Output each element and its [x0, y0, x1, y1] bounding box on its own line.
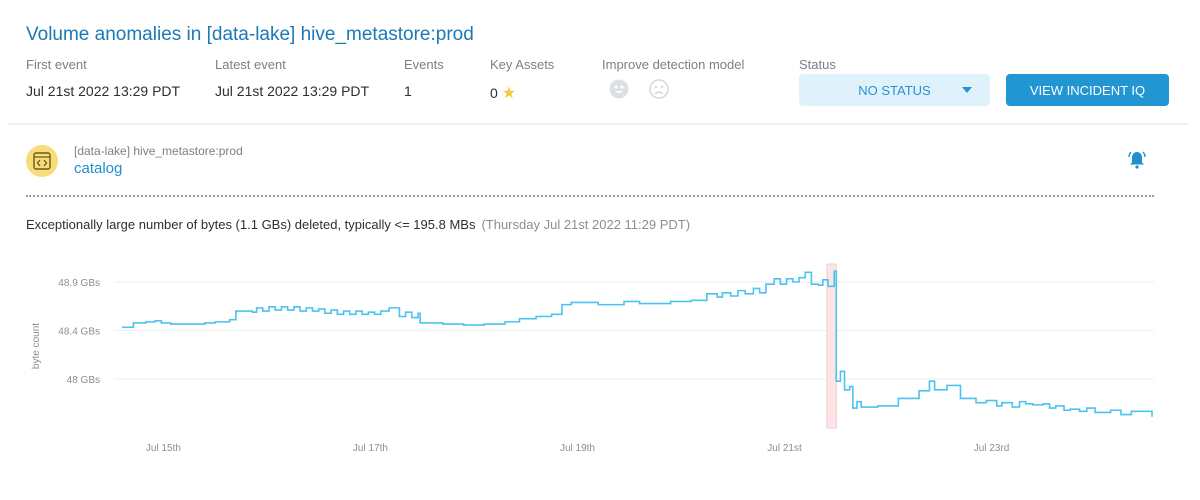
status-value: NO STATUS [858, 82, 931, 98]
sad-face-icon[interactable] [648, 78, 670, 105]
x-tick-label: Jul 17th [353, 443, 388, 454]
series-line [122, 270, 1153, 417]
first-event-value: Jul 21st 2022 13:29 PDT [26, 83, 181, 99]
dotted-divider [26, 195, 1154, 197]
page-title: Volume anomalies in [data-lake] hive_met… [26, 24, 474, 45]
x-tick-label: Jul 19th [560, 443, 595, 454]
y-tick-label: 48 GBs [67, 375, 100, 386]
status-label: Status [799, 57, 836, 72]
x-tick-label: Jul 15th [146, 443, 181, 454]
love-face-icon[interactable] [608, 78, 630, 105]
divider [8, 123, 1188, 125]
anomaly-timestamp: (Thursday Jul 21st 2022 11:29 PDT) [481, 217, 691, 232]
latest-event-label: Latest event [215, 57, 286, 72]
table-code-icon [26, 145, 58, 177]
improve-detection-label: Improve detection model [602, 57, 745, 72]
key-assets-value: 0 [490, 85, 498, 101]
anomaly-description: Exceptionally large number of bytes (1.1… [26, 217, 690, 232]
y-tick-label: 48.9 GBs [58, 278, 100, 289]
x-tick-label: Jul 23rd [974, 443, 1010, 454]
key-assets: 0 ★ [490, 83, 516, 103]
key-assets-label: Key Assets [490, 57, 555, 72]
y-tick-label: 48.4 GBs [58, 327, 100, 338]
chevron-down-icon [962, 87, 972, 93]
status-dropdown[interactable]: NO STATUS [799, 74, 990, 106]
y-axis-label: byte count [31, 323, 42, 369]
star-icon: ★ [501, 85, 517, 102]
view-incident-iq-button[interactable]: VIEW INCIDENT IQ [1006, 74, 1169, 106]
asset-path: [data-lake] hive_metastore:prod [74, 144, 243, 158]
first-event-label: First event [26, 57, 87, 72]
events-label: Events [404, 57, 444, 72]
latest-event-value: Jul 21st 2022 13:29 PDT [215, 83, 370, 99]
anomaly-highlight [826, 263, 837, 429]
events-value: 1 [404, 83, 412, 99]
x-tick-label: Jul 21st [767, 443, 802, 454]
asset-name-link[interactable]: catalog [74, 160, 123, 177]
bell-icon[interactable] [1126, 149, 1148, 176]
anomaly-text: Exceptionally large number of bytes (1.1… [26, 217, 476, 232]
